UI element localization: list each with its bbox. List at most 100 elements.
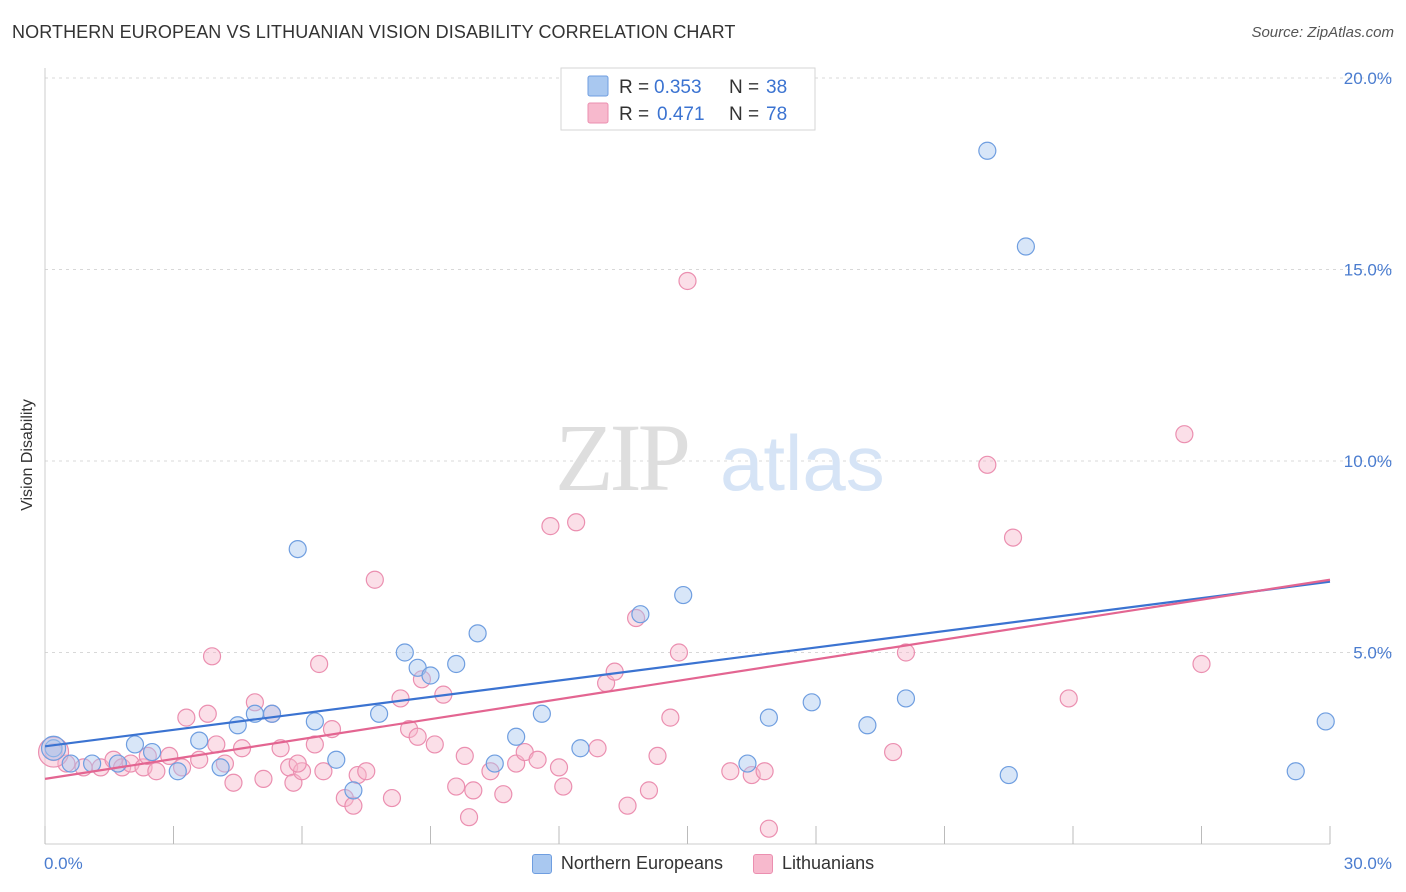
lithuanians-point-32 — [365, 570, 384, 589]
lithuanians-point-50 — [567, 513, 586, 532]
northern-europeans-trend-line — [44, 580, 1331, 748]
northern-europeans-point-25 — [571, 739, 590, 758]
lithuanians-point-76 — [554, 777, 573, 796]
northern-europeans-point-2 — [83, 754, 102, 773]
watermark: ZIP atlas — [555, 404, 885, 511]
northern-europeans-point-27 — [674, 585, 693, 605]
x-ticks — [44, 826, 1331, 844]
lithuanians-point-41 — [459, 808, 479, 827]
y-tick-label-1: 10.0% — [1344, 452, 1392, 471]
northern-europeans-point-6 — [168, 762, 187, 781]
lithuanians-points — [37, 271, 1211, 838]
lithuanians-point-33 — [382, 788, 402, 808]
lithuanians-point-59 — [678, 271, 697, 291]
northern-europeans-point-29 — [759, 708, 778, 727]
lithuanians-point-11 — [177, 708, 196, 727]
northern-europeans-point-15 — [344, 781, 363, 800]
legend-n-label-2: N = — [729, 104, 759, 125]
lithuanians-point-16 — [224, 773, 243, 792]
lithuanians-point-38 — [425, 735, 444, 754]
northern-europeans-point-34 — [999, 765, 1018, 785]
lithuanians-point-74 — [314, 762, 333, 781]
northern-europeans-point-7 — [190, 731, 209, 750]
northern-europeans-point-33 — [978, 141, 997, 160]
northern-europeans-point-8 — [211, 758, 230, 777]
northern-europeans-point-37 — [1316, 712, 1335, 731]
northern-europeans-point-35 — [1016, 237, 1035, 256]
lithuanians-point-67 — [1003, 528, 1023, 547]
lithuanians-point-64 — [883, 742, 903, 762]
gridlines — [45, 77, 1392, 653]
bottom-legend: Northern Europeans Lithuanians — [0, 853, 1406, 874]
x-tick-labels: 0.0% 30.0% — [44, 854, 1392, 873]
source-credit: Source: ZipAtlas.com — [1251, 24, 1394, 41]
y-tick-label-2: 15.0% — [1344, 261, 1392, 280]
lithuanians-point-8 — [147, 762, 166, 781]
lithuanians-point-14 — [202, 647, 222, 666]
lithuanians-point-49 — [549, 758, 569, 777]
northern-europeans-point-11 — [262, 704, 282, 723]
legend-n-label-1: N = — [729, 77, 759, 98]
lithuanians-point-77 — [648, 746, 667, 766]
x-tick-label-1: 30.0% — [1344, 854, 1392, 873]
lithuanians-point-62 — [755, 762, 774, 781]
lithuanians-point-65 — [896, 643, 916, 662]
y-tick-label-0: 5.0% — [1353, 644, 1392, 663]
y-tick-label-3: 20.0% — [1344, 69, 1392, 88]
northern-europeans-point-5 — [142, 742, 162, 762]
legend-r-value-1: 0.353 — [654, 77, 702, 98]
northern-europeans-cluster-point — [40, 735, 67, 761]
lithuanians-point-51 — [588, 739, 607, 758]
lithuanians-point-57 — [661, 708, 680, 727]
lithuanians-point-60 — [721, 762, 740, 781]
legend-box: R = 0.353 N = 38 R = 0.471 N = 78 — [560, 67, 816, 131]
lithuanians-point-56 — [639, 781, 659, 800]
bottom-legend-swatch-blue — [531, 853, 552, 874]
legend-swatch-pink — [587, 102, 609, 124]
northern-europeans-point-36 — [1286, 762, 1305, 781]
lithuanians-point-42 — [464, 781, 483, 800]
northern-europeans-point-31 — [858, 716, 877, 735]
northern-europeans-point-23 — [507, 727, 526, 746]
northern-europeans-point-32 — [896, 689, 916, 708]
x-tick-label-0: 0.0% — [44, 854, 83, 873]
bottom-legend-label-northern-europeans: Northern Europeans — [560, 853, 724, 873]
northern-europeans-point-13 — [305, 712, 324, 731]
lithuanians-point-75 — [455, 746, 474, 766]
lithuanians-point-54 — [618, 796, 637, 815]
lithuanians-point-48 — [541, 517, 560, 536]
lithuanians-point-63 — [759, 819, 778, 838]
lithuanians-point-26 — [310, 654, 329, 674]
watermark-zip: ZIP — [555, 404, 688, 511]
northern-europeans-point-4 — [125, 735, 145, 754]
lithuanians-point-70 — [1192, 654, 1211, 674]
northern-europeans-point-14 — [327, 750, 346, 769]
lithuanians-point-29 — [344, 796, 363, 815]
northern-europeans-point-16 — [370, 704, 389, 723]
chart-title: NORTHERN EUROPEAN VS LITHUANIAN VISION D… — [12, 22, 736, 42]
lithuanians-point-40 — [447, 777, 466, 796]
legend-r-label-1: R = — [619, 77, 649, 98]
lithuanians-point-58 — [669, 643, 689, 662]
lithuanians-point-13 — [198, 704, 217, 723]
northern-europeans-point-20 — [447, 654, 466, 674]
northern-europeans-point-1 — [61, 754, 80, 773]
lithuanians-point-36 — [408, 727, 427, 746]
northern-europeans-point-12 — [288, 539, 307, 559]
lithuanians-point-47 — [528, 750, 547, 769]
lithuanians-point-66 — [978, 455, 997, 474]
bottom-legend-label-lithuanians: Lithuanians — [782, 853, 875, 873]
lithuanians-point-25 — [305, 735, 324, 754]
lithuanians-point-34 — [391, 689, 410, 708]
northern-europeans-point-21 — [485, 754, 504, 773]
northern-europeans-point-26 — [631, 605, 650, 624]
watermark-atlas: atlas — [720, 419, 885, 507]
y-tick-labels: 5.0% 10.0% 15.0% 20.0% — [1344, 69, 1392, 663]
legend-n-value-2: 78 — [766, 104, 787, 125]
northern-europeans-point-30 — [802, 693, 821, 712]
bottom-legend-item-lithuanians: Lithuanians — [753, 853, 874, 874]
lithuanians-trend-line — [44, 578, 1331, 780]
bottom-legend-swatch-pink — [753, 853, 774, 874]
northern-europeans-point-24 — [532, 704, 551, 723]
